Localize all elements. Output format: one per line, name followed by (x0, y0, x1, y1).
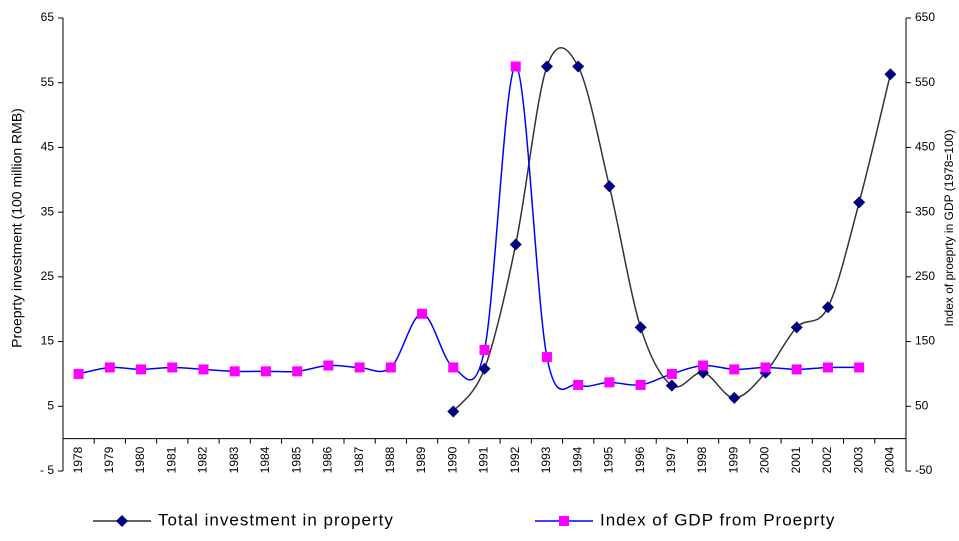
marker (510, 61, 521, 72)
y2-tick-label: 650 (915, 10, 935, 24)
marker (760, 362, 771, 373)
y-tick-label: 35 (41, 204, 55, 218)
marker (167, 362, 178, 373)
x-tick-label: 1980 (133, 446, 147, 473)
y2-tick-label: 150 (915, 334, 935, 348)
marker (791, 364, 802, 375)
marker (853, 196, 866, 209)
x-tick-label: 1978 (71, 446, 85, 473)
x-tick-label: 2004 (883, 446, 897, 473)
x-tick-label: 1988 (383, 446, 397, 473)
marker (260, 366, 271, 377)
marker (884, 68, 897, 81)
x-tick-label: 1984 (258, 446, 272, 473)
y2-axis-title: Index of proeprty in GDP (1978=100) (942, 130, 956, 327)
x-tick-label: 1991 (477, 446, 491, 473)
marker (604, 377, 615, 388)
marker (790, 321, 803, 334)
y-tick-label: 65 (41, 10, 55, 24)
x-tick-label: 1985 (289, 446, 303, 473)
x-tick-label: 1982 (196, 446, 210, 473)
marker (666, 368, 677, 379)
legend-text: Total investment in property (158, 510, 394, 529)
marker (573, 379, 584, 390)
x-tick-label: 1992 (508, 446, 522, 473)
y-tick-label: 25 (41, 269, 55, 283)
marker (728, 391, 741, 404)
y-tick-label: 5 (47, 398, 54, 412)
marker (821, 301, 834, 314)
marker (854, 362, 865, 373)
marker (822, 362, 833, 373)
x-tick-label: 1983 (227, 446, 241, 473)
marker (478, 362, 491, 375)
x-tick-label: 1986 (321, 446, 335, 473)
x-tick-label: 1989 (414, 446, 428, 473)
x-tick-label: 1998 (695, 446, 709, 473)
y-tick-label: 15 (41, 334, 55, 348)
marker (479, 344, 490, 355)
x-tick-label: 2002 (820, 446, 834, 473)
x-tick-label: 2001 (789, 446, 803, 473)
legend-text: Index of GDP from Proeprty (600, 510, 835, 529)
marker (73, 368, 84, 379)
series-line (78, 65, 860, 391)
x-tick-label: 1990 (445, 446, 459, 473)
marker (116, 515, 128, 527)
y2-tick-label: 550 (915, 75, 935, 89)
x-tick-label: 2003 (851, 446, 865, 473)
x-tick-label: 1999 (726, 446, 740, 473)
marker (540, 60, 553, 73)
x-tick-label: 1995 (602, 446, 616, 473)
x-tick-label: 1981 (164, 446, 178, 473)
y-tick-label: 45 (41, 140, 55, 154)
marker (385, 362, 396, 373)
marker (541, 352, 552, 363)
marker (509, 238, 522, 251)
marker (448, 362, 459, 373)
marker (447, 405, 460, 418)
y2-tick-label: 450 (915, 140, 935, 154)
marker (665, 379, 678, 392)
marker (292, 366, 303, 377)
marker (229, 366, 240, 377)
marker (729, 364, 740, 375)
series-line (452, 47, 892, 412)
y-tick-label: - 5 (40, 463, 54, 477)
marker (136, 364, 147, 375)
marker (635, 379, 646, 390)
y-tick-label: 55 (41, 75, 55, 89)
marker (634, 321, 647, 334)
marker (354, 362, 365, 373)
marker (198, 364, 209, 375)
marker (603, 180, 616, 193)
marker (698, 360, 709, 371)
y2-tick-label: 50 (915, 398, 929, 412)
y2-tick-label: 250 (915, 269, 935, 283)
x-tick-label: 1997 (664, 446, 678, 473)
marker (323, 360, 334, 371)
marker (417, 308, 428, 319)
x-tick-label: 1987 (352, 446, 366, 473)
y-axis-title: Proeprty investment (100 million RMB) (9, 108, 25, 348)
x-tick-label: 1993 (539, 446, 553, 473)
x-tick-label: 2000 (758, 446, 772, 473)
marker (104, 362, 115, 373)
x-tick-label: 1979 (102, 446, 116, 473)
y2-tick-label: -50 (915, 463, 933, 477)
y2-tick-label: 350 (915, 204, 935, 218)
marker (572, 60, 585, 73)
x-tick-label: 1996 (633, 446, 647, 473)
x-tick-label: 1994 (570, 446, 584, 473)
marker (559, 516, 569, 526)
